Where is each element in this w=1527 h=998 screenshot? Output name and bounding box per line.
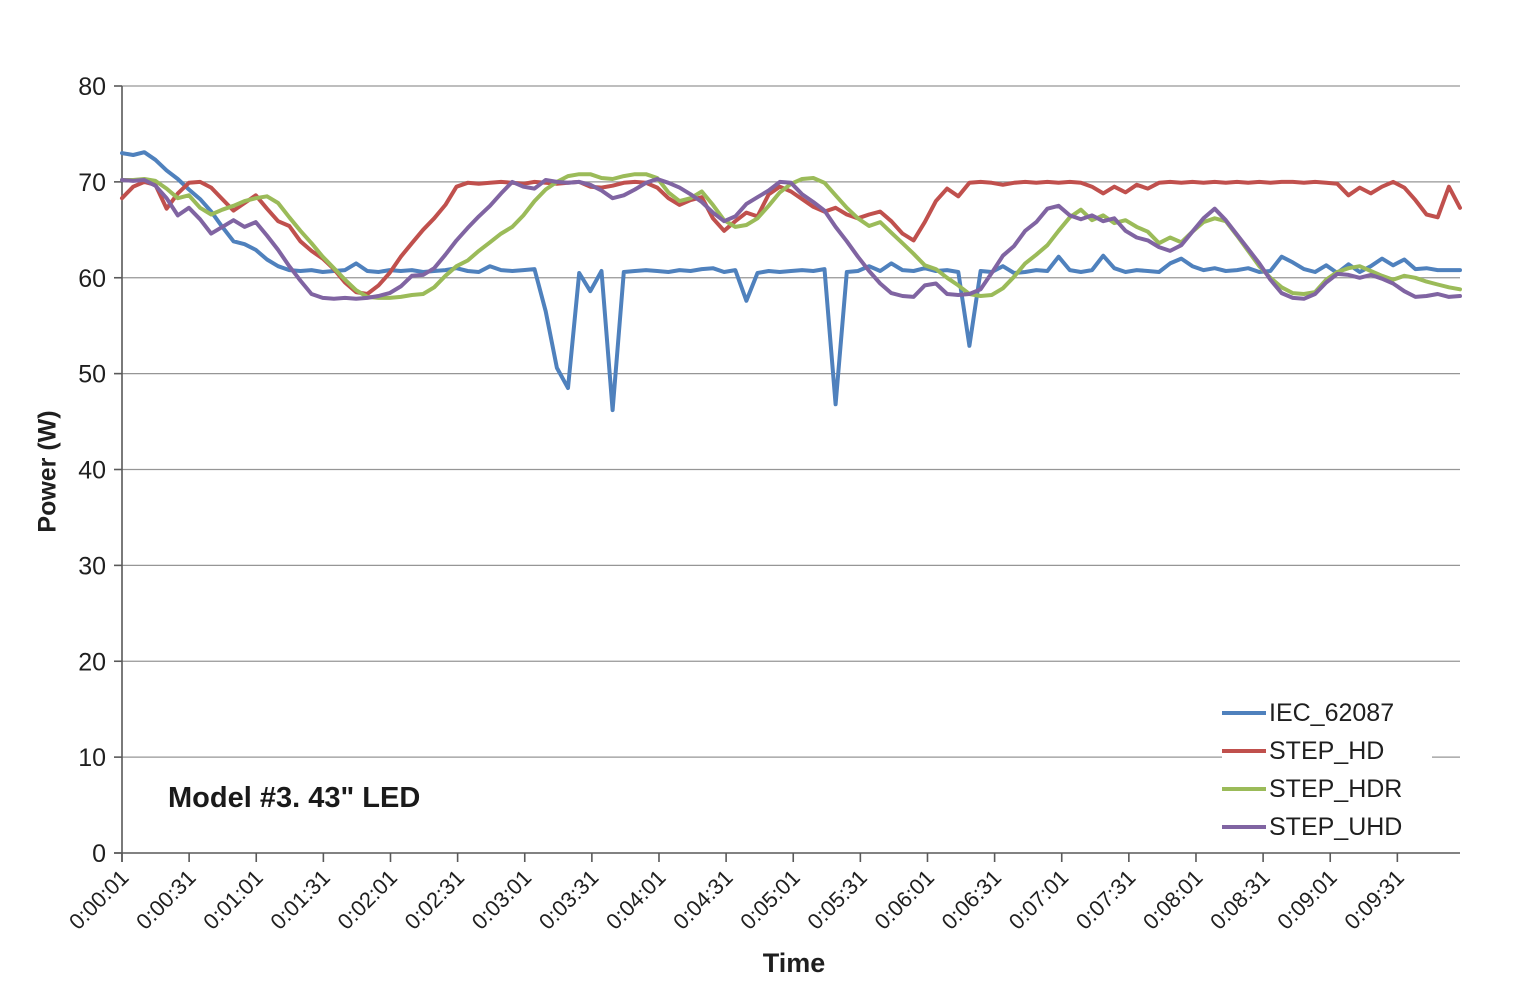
x-axis-title: Time bbox=[762, 948, 826, 978]
y-tick-label-30: 30 bbox=[78, 552, 106, 580]
x-tick-label-4: 0:02:01 bbox=[332, 865, 402, 935]
y-tick-label-50: 50 bbox=[78, 361, 106, 389]
x-tick-label-16: 0:08:01 bbox=[1138, 865, 1208, 935]
legend-item-step-hd: STEP_HD bbox=[1222, 732, 1432, 770]
legend-swatch-iec-62087 bbox=[1222, 711, 1266, 715]
legend-swatch-step-hd bbox=[1222, 749, 1266, 753]
x-tick-label-13: 0:06:31 bbox=[937, 865, 1007, 935]
x-tick-label-8: 0:04:01 bbox=[601, 865, 671, 935]
x-tick-label-2: 0:01:01 bbox=[198, 865, 268, 935]
series-line-STEP_HD bbox=[120, 179, 1462, 296]
legend-label-step-hdr: STEP_HDR bbox=[1269, 774, 1403, 803]
x-tick-label-19: 0:09:31 bbox=[1339, 865, 1409, 935]
legend-label-step-uhd: STEP_UHD bbox=[1269, 812, 1403, 841]
legend-item-step-hdr: STEP_HDR bbox=[1222, 770, 1432, 808]
series-line-STEP_UHD bbox=[120, 177, 1462, 301]
x-tick-label-9: 0:04:31 bbox=[668, 865, 738, 935]
legend-item-iec-62087: IEC_62087 bbox=[1222, 694, 1432, 732]
y-tick-label-60: 60 bbox=[78, 265, 106, 293]
x-tick-label-17: 0:08:31 bbox=[1205, 865, 1275, 935]
y-tick-label-40: 40 bbox=[78, 457, 106, 485]
legend-label-iec-62087: IEC_62087 bbox=[1269, 698, 1395, 727]
legend-item-step-uhd: STEP_UHD bbox=[1222, 808, 1432, 846]
legend: IEC_62087 STEP_HD STEP_HDR STEP_UHD bbox=[1222, 690, 1432, 850]
x-tick-label-11: 0:05:31 bbox=[802, 865, 872, 935]
legend-label-step-hd: STEP_HD bbox=[1269, 736, 1385, 765]
y-tick-label-70: 70 bbox=[78, 169, 106, 197]
x-tick-label-5: 0:02:31 bbox=[400, 865, 470, 935]
x-tick-label-0: 0:00:01 bbox=[64, 865, 134, 935]
x-tick-label-15: 0:07:31 bbox=[1071, 865, 1141, 935]
model-annotation: Model #3. 43" LED bbox=[168, 782, 421, 814]
series-line-IEC_62087 bbox=[120, 150, 1462, 413]
legend-swatch-step-hdr bbox=[1222, 787, 1266, 791]
y-axis-title: Power (W) bbox=[33, 410, 62, 533]
x-tick-label-7: 0:03:31 bbox=[534, 865, 604, 935]
x-tick-label-18: 0:09:01 bbox=[1272, 865, 1342, 935]
y-tick-label-80: 80 bbox=[78, 73, 106, 101]
legend-swatch-step-uhd bbox=[1222, 825, 1266, 829]
x-tick-label-10: 0:05:01 bbox=[735, 865, 805, 935]
x-tick-label-1: 0:00:31 bbox=[131, 865, 201, 935]
y-tick-label-0: 0 bbox=[92, 840, 106, 868]
x-tick-label-6: 0:03:01 bbox=[467, 865, 537, 935]
x-tick-label-12: 0:06:01 bbox=[869, 865, 939, 935]
y-tick-label-20: 20 bbox=[78, 648, 106, 676]
y-tick-label-10: 10 bbox=[78, 744, 106, 772]
x-tick-label-3: 0:01:31 bbox=[265, 865, 335, 935]
x-tick-label-14: 0:07:01 bbox=[1004, 865, 1074, 935]
